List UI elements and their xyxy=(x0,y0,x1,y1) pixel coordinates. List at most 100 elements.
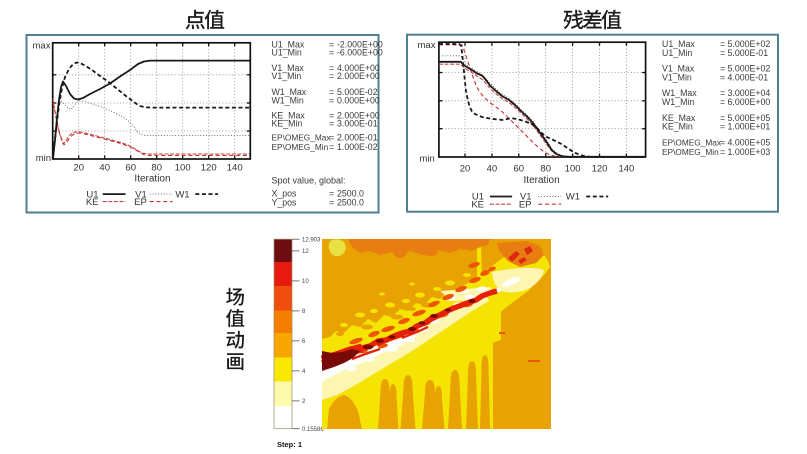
svg-text:=: = xyxy=(329,87,334,97)
svg-text:1.000E+01: 1.000E+01 xyxy=(728,122,771,132)
svg-text:120: 120 xyxy=(592,163,608,174)
svg-text:5.000E-02: 5.000E-02 xyxy=(337,87,378,97)
svg-text:=: = xyxy=(720,88,725,98)
svg-text:KE_Min: KE_Min xyxy=(662,122,693,132)
svg-text:2500.0: 2500.0 xyxy=(337,198,364,208)
svg-text:V1: V1 xyxy=(135,189,147,200)
svg-text:20: 20 xyxy=(73,162,84,173)
svg-text:max: max xyxy=(33,41,51,52)
svg-text:4.000E-01: 4.000E-01 xyxy=(728,72,769,82)
svg-text:=: = xyxy=(720,147,725,157)
svg-text:3.000E-01: 3.000E-01 xyxy=(337,119,378,129)
svg-text:12: 12 xyxy=(302,249,309,255)
svg-text:2500.0: 2500.0 xyxy=(337,188,364,198)
svg-text:60: 60 xyxy=(125,162,136,173)
svg-text:KE_Max: KE_Max xyxy=(272,110,306,120)
svg-text:=: = xyxy=(720,137,725,147)
svg-text:V1: V1 xyxy=(520,192,532,203)
svg-text:Y_pos: Y_pos xyxy=(272,198,298,208)
svg-text:W1: W1 xyxy=(566,192,580,203)
svg-text:40: 40 xyxy=(487,163,498,174)
svg-text:60: 60 xyxy=(514,163,525,174)
svg-text:2.000E+00: 2.000E+00 xyxy=(337,110,380,120)
svg-text:=: = xyxy=(720,72,725,82)
svg-text:Iteration: Iteration xyxy=(134,174,170,185)
svg-text:=: = xyxy=(329,40,334,50)
svg-text:2: 2 xyxy=(302,399,306,405)
svg-text:1.000E-02: 1.000E-02 xyxy=(337,142,378,152)
svg-text:W1_Min: W1_Min xyxy=(662,97,694,107)
svg-text:2.000E+00: 2.000E+00 xyxy=(337,71,380,81)
svg-text:V1_Max: V1_Max xyxy=(662,64,695,74)
svg-text:140: 140 xyxy=(227,162,243,173)
svg-text:1.000E+03: 1.000E+03 xyxy=(728,147,771,157)
svg-text:=: = xyxy=(329,95,334,105)
svg-text:U1_Min: U1_Min xyxy=(662,48,692,58)
svg-text:8: 8 xyxy=(302,309,306,315)
svg-text:min: min xyxy=(420,153,435,164)
svg-text:=: = xyxy=(329,48,334,58)
svg-text:=: = xyxy=(329,71,334,81)
svg-text:=: = xyxy=(329,119,334,129)
svg-text:X_pos: X_pos xyxy=(272,188,298,198)
svg-text:0.15586: 0.15586 xyxy=(302,427,324,433)
svg-text:EP: EP xyxy=(519,199,532,210)
svg-text:V1_Min: V1_Min xyxy=(272,71,302,81)
svg-text:12.903: 12.903 xyxy=(302,237,321,243)
svg-text:V1_Min: V1_Min xyxy=(662,72,692,82)
svg-text:40: 40 xyxy=(99,162,110,173)
svg-text:10: 10 xyxy=(302,279,309,285)
svg-text:80: 80 xyxy=(151,162,162,173)
svg-text:=: = xyxy=(720,122,725,132)
svg-text:EP: EP xyxy=(134,197,147,208)
svg-text:U1_Max: U1_Max xyxy=(662,39,695,49)
svg-text:0.000E+00: 0.000E+00 xyxy=(337,95,380,105)
svg-text:U1: U1 xyxy=(472,192,484,203)
svg-text:min: min xyxy=(36,153,51,164)
svg-text:100: 100 xyxy=(565,163,581,174)
svg-text:KE: KE xyxy=(471,199,484,210)
svg-text:=: = xyxy=(329,188,334,198)
svg-text:3.000E+04: 3.000E+04 xyxy=(728,88,771,98)
svg-text:5.000E-01: 5.000E-01 xyxy=(728,48,769,58)
svg-text:Iteration: Iteration xyxy=(524,175,560,186)
svg-text:KE_Min: KE_Min xyxy=(272,119,303,129)
svg-text:=: = xyxy=(720,113,725,123)
svg-text:W1: W1 xyxy=(175,189,189,200)
svg-text:U1_Max: U1_Max xyxy=(272,40,305,50)
svg-text:5.000E+05: 5.000E+05 xyxy=(728,113,771,123)
svg-text:U1_Min: U1_Min xyxy=(272,48,302,58)
svg-text:EP\OMEG_Min: EP\OMEG_Min xyxy=(662,147,719,157)
svg-text:100: 100 xyxy=(175,162,191,173)
svg-text:EP\OMEG_Max: EP\OMEG_Max xyxy=(662,137,722,147)
svg-text:6.000E+00: 6.000E+00 xyxy=(728,97,771,107)
svg-text:=: = xyxy=(329,142,334,152)
svg-text:5.000E+02: 5.000E+02 xyxy=(728,64,771,74)
svg-text:=: = xyxy=(329,110,334,120)
svg-text:120: 120 xyxy=(201,162,217,173)
svg-text:=: = xyxy=(720,97,725,107)
svg-text:4.000E+00: 4.000E+00 xyxy=(337,63,380,73)
svg-text:-6.000E+00: -6.000E+00 xyxy=(337,48,383,58)
svg-text:=: = xyxy=(720,64,725,74)
svg-text:Spot value, global:: Spot value, global: xyxy=(272,175,346,185)
svg-text:=: = xyxy=(329,198,334,208)
svg-text:V1_Max: V1_Max xyxy=(272,63,305,73)
svg-text:KE: KE xyxy=(86,197,99,208)
svg-text:EP\OMEG_Min: EP\OMEG_Min xyxy=(272,142,329,152)
svg-text:=: = xyxy=(720,39,725,49)
svg-text:5.000E+02: 5.000E+02 xyxy=(728,39,771,49)
svg-text:80: 80 xyxy=(540,163,551,174)
svg-text:=: = xyxy=(329,63,334,73)
svg-text:6: 6 xyxy=(302,339,306,345)
svg-text:4: 4 xyxy=(302,369,306,375)
svg-text:W1_Min: W1_Min xyxy=(272,95,304,105)
svg-text:140: 140 xyxy=(618,163,634,174)
svg-text:2.000E-01: 2.000E-01 xyxy=(337,133,378,143)
svg-text:4.000E+05: 4.000E+05 xyxy=(728,137,771,147)
svg-text:Step: 1: Step: 1 xyxy=(277,440,302,449)
svg-text:U1: U1 xyxy=(86,189,98,200)
svg-text:EP\OMEG_Max: EP\OMEG_Max xyxy=(272,133,332,143)
svg-text:KE_Max: KE_Max xyxy=(662,113,696,123)
svg-text:-2.000E+00: -2.000E+00 xyxy=(337,40,383,50)
